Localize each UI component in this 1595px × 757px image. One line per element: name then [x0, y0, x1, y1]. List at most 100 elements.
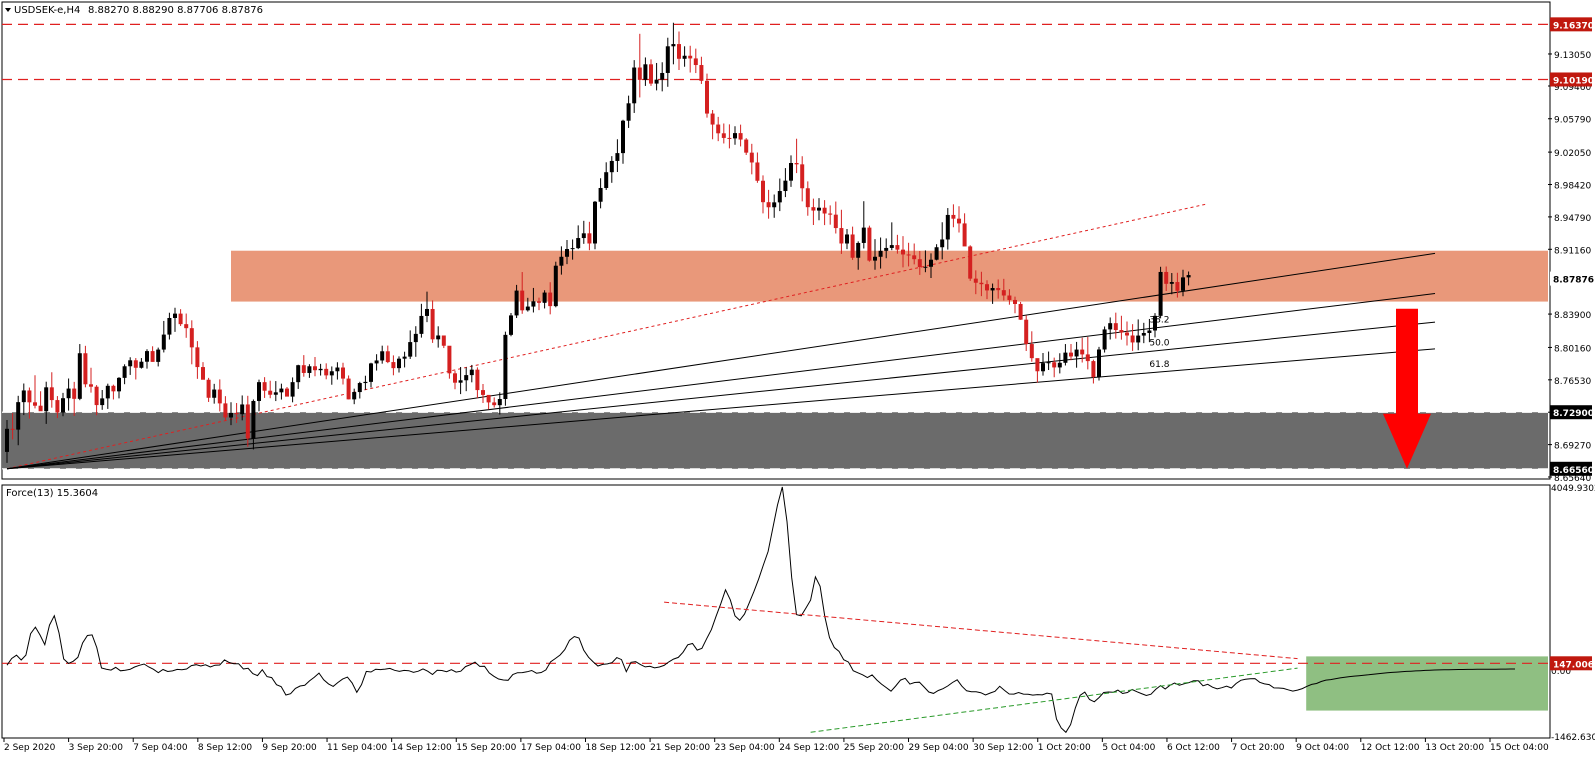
candle-body[interactable] [380, 351, 385, 361]
candle-body[interactable] [1057, 362, 1062, 368]
candle-body[interactable] [430, 308, 435, 340]
candle-body[interactable] [1001, 290, 1006, 296]
candle-body[interactable] [1013, 299, 1017, 304]
candle-body[interactable] [1102, 329, 1107, 350]
candle-body[interactable] [352, 392, 357, 400]
candle-body[interactable] [49, 387, 54, 401]
candle-body[interactable] [397, 358, 401, 369]
candle-body[interactable] [727, 137, 732, 139]
candle-body[interactable] [1141, 332, 1146, 336]
candle-body[interactable] [766, 202, 771, 208]
candle-body[interactable] [1153, 315, 1157, 331]
candle-body[interactable] [587, 233, 592, 244]
candle-body[interactable] [1175, 282, 1180, 291]
candle-body[interactable] [1136, 335, 1141, 343]
candle-body[interactable] [324, 368, 329, 376]
candle-body[interactable] [1091, 361, 1096, 378]
candle-body[interactable] [800, 164, 805, 189]
candle-body[interactable] [962, 223, 967, 247]
candle-body[interactable] [565, 249, 569, 257]
candle-body[interactable] [878, 250, 883, 257]
candle-body[interactable] [531, 301, 536, 307]
candle-body[interactable] [128, 360, 133, 367]
candle-body[interactable] [598, 187, 603, 202]
candle-body[interactable] [940, 239, 945, 248]
candle-body[interactable] [150, 351, 155, 362]
candle-body[interactable] [290, 382, 295, 397]
candle-body[interactable] [945, 214, 950, 240]
candle-body[interactable] [94, 386, 99, 406]
candle-body[interactable] [285, 388, 289, 397]
candle-body[interactable] [453, 373, 457, 383]
candle-body[interactable] [1186, 275, 1191, 278]
candle-body[interactable] [436, 335, 441, 340]
candle-body[interactable] [783, 180, 788, 192]
candle-body[interactable] [917, 259, 922, 268]
candle-body[interactable] [313, 366, 317, 371]
candle-body[interactable] [100, 398, 105, 406]
candle-body[interactable] [1164, 271, 1169, 284]
candle-body[interactable] [621, 120, 625, 154]
candle-body[interactable] [38, 405, 43, 412]
candle-body[interactable] [570, 248, 575, 250]
candle-body[interactable] [744, 139, 749, 153]
candle-body[interactable] [279, 388, 284, 393]
candle-body[interactable] [469, 369, 474, 376]
candle-body[interactable] [699, 65, 704, 81]
candle-body[interactable] [1181, 277, 1185, 291]
candle-body[interactable] [951, 214, 956, 219]
candle-body[interactable] [374, 360, 379, 364]
candle-body[interactable] [89, 384, 93, 387]
candle-body[interactable] [682, 55, 687, 59]
candle-body[interactable] [525, 306, 530, 311]
candle-body[interactable] [1052, 362, 1057, 368]
candle-body[interactable] [251, 400, 256, 439]
candle-body[interactable] [934, 247, 939, 260]
candle-body[interactable] [346, 378, 351, 400]
candle-body[interactable] [139, 361, 144, 368]
candle-body[interactable] [660, 72, 665, 80]
candle-body[interactable] [906, 254, 911, 256]
candle-body[interactable] [968, 246, 973, 279]
candle-body[interactable] [16, 402, 21, 430]
candle-body[interactable] [419, 315, 424, 334]
candle-body[interactable] [817, 207, 821, 211]
candle-body[interactable] [363, 381, 368, 384]
candle-body[interactable] [548, 292, 553, 307]
candle-body[interactable] [867, 227, 872, 261]
candle-body[interactable] [240, 404, 245, 415]
candle-body[interactable] [27, 390, 32, 403]
candle-body[interactable] [794, 163, 799, 165]
candle-body[interactable] [1018, 303, 1023, 320]
candle-body[interactable] [889, 245, 894, 248]
candle-body[interactable] [845, 234, 849, 244]
candle-body[interactable] [262, 382, 267, 391]
candle-body[interactable] [671, 44, 676, 47]
price-panel-frame[interactable] [1, 1, 1551, 480]
candle-body[interactable] [581, 233, 586, 239]
candle-body[interactable] [475, 369, 480, 391]
candle-body[interactable] [721, 133, 726, 138]
candle-body[interactable] [145, 351, 149, 362]
candle-body[interactable] [492, 402, 497, 406]
candle-body[interactable] [1063, 352, 1068, 363]
candle-body[interactable] [1074, 349, 1079, 357]
candle-body[interactable] [1147, 330, 1152, 333]
candle-body[interactable] [1085, 354, 1090, 362]
candle-body[interactable] [61, 398, 65, 413]
candle-body[interactable] [716, 124, 721, 134]
candle-body[interactable] [749, 152, 754, 163]
candle-body[interactable] [996, 288, 1001, 291]
candle-body[interactable] [307, 366, 312, 373]
candle-body[interactable] [245, 404, 250, 439]
candle-body[interactable] [856, 242, 861, 258]
candle-body[interactable] [77, 353, 82, 399]
candle-body[interactable] [189, 328, 194, 348]
candle-body[interactable] [156, 349, 161, 362]
candle-body[interactable] [497, 399, 502, 406]
candle-body[interactable] [296, 365, 301, 383]
candle-body[interactable] [66, 388, 71, 399]
candle-body[interactable] [341, 367, 345, 379]
candle-body[interactable] [229, 412, 233, 418]
candle-body[interactable] [710, 113, 715, 125]
